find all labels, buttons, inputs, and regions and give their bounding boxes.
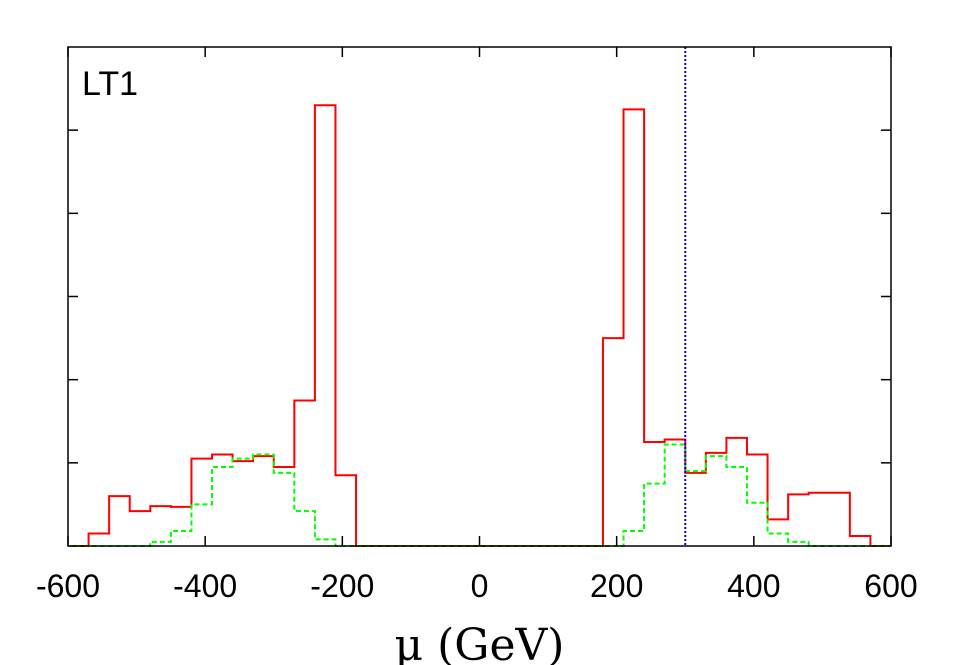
x-tick-label: -600	[36, 568, 100, 604]
x-tick-label: 400	[727, 568, 780, 604]
x-tick-label: 0	[471, 568, 489, 604]
panel-label: LT1	[82, 65, 138, 103]
series-0-line	[68, 104, 891, 547]
x-tick-label: -200	[310, 568, 374, 604]
x-tick-label: 600	[864, 568, 917, 604]
x-tick-label: 200	[590, 568, 643, 604]
x-axis-title: μ (GeV)	[395, 620, 565, 665]
axis-ticks: -600 -400 -200 0 200 400 600	[36, 47, 918, 604]
x-tick-label: -400	[173, 568, 237, 604]
